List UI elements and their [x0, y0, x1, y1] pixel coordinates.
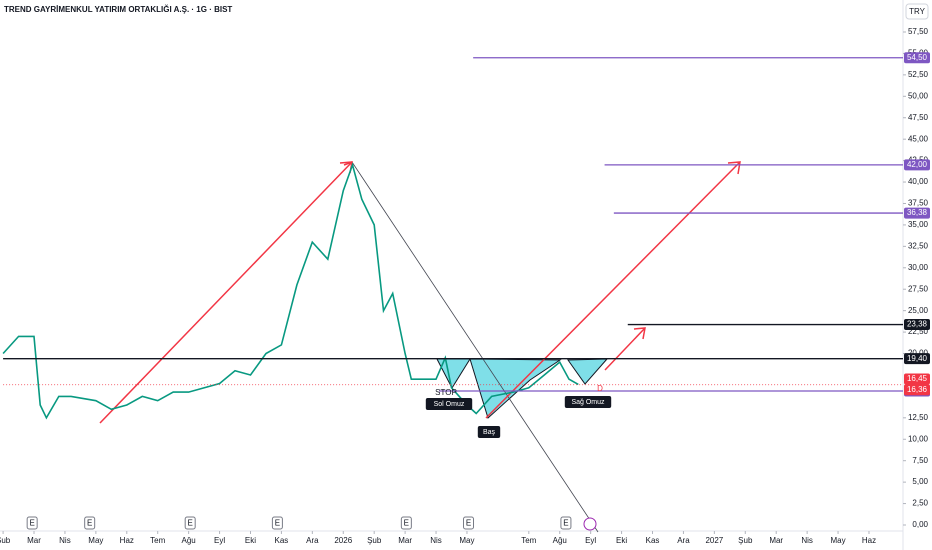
x-tick-label: Eyl — [214, 536, 225, 545]
level-label: 19,40 — [907, 354, 928, 363]
x-tick-label: Eyl — [585, 536, 596, 545]
annotation: D — [597, 384, 603, 393]
event-label: E — [404, 519, 409, 528]
x-tick-label: Tem — [521, 536, 536, 545]
level-label: 36,38 — [907, 208, 928, 217]
event-label: E — [188, 519, 193, 528]
level-label-box — [904, 353, 930, 365]
x-tick-label: Haz — [862, 536, 876, 545]
x-tick-label: May — [830, 536, 845, 545]
annotation: STOP — [435, 388, 457, 397]
x-tick-label: Mar — [398, 536, 412, 545]
x-tick-label: May — [459, 536, 474, 545]
y-tick-label: 12,50 — [908, 413, 929, 422]
event-label: E — [466, 519, 471, 528]
event-label: E — [563, 519, 568, 528]
level-label-box — [904, 319, 930, 331]
event-label: E — [275, 519, 280, 528]
event-marker — [271, 516, 283, 530]
x-tick-label: Nis — [430, 536, 442, 545]
x-tick-label: May — [88, 536, 103, 545]
event-marker — [400, 516, 412, 530]
x-tick-label: Ara — [677, 536, 690, 545]
y-tick-label: 5,00 — [912, 477, 928, 486]
event-marker — [560, 516, 572, 530]
x-tick-label: Ağu — [182, 536, 196, 545]
x-tick-label: Mar — [769, 536, 783, 545]
y-tick-label: 35,00 — [908, 220, 929, 229]
x-tick-label: Ağu — [553, 536, 567, 545]
annotation-box — [564, 396, 612, 408]
level-label-box — [904, 373, 930, 385]
level-label: 42,00 — [907, 160, 928, 169]
pattern — [99, 161, 741, 533]
level-label-box — [904, 384, 930, 396]
level-label: 16,45 — [907, 374, 928, 383]
y-tick-label: 7,50 — [912, 456, 928, 465]
y-tick-label: 0,00 — [912, 520, 928, 529]
level-label-box — [904, 52, 930, 64]
event-marker — [84, 516, 96, 530]
x-tick-label: Ara — [306, 536, 319, 545]
x-tick-label: Şub — [0, 536, 11, 545]
y-tick-label: 22,50 — [908, 327, 929, 336]
level-label: 23,38 — [907, 320, 928, 329]
x-tick-label: Şub — [738, 536, 753, 545]
annotation-box — [477, 426, 501, 438]
level-label-box — [904, 207, 930, 219]
y-tick-label: 47,50 — [908, 113, 929, 122]
x-tick-label: Kas — [646, 536, 660, 545]
x-tick-label: Mar — [27, 536, 41, 545]
x-tick-label: 2027 — [705, 536, 723, 545]
y-tick-label: 45,00 — [908, 134, 929, 143]
annotation: Sol Omuz — [434, 401, 465, 408]
y-tick-label: 27,50 — [908, 284, 929, 293]
y-tick-label: 52,50 — [908, 70, 929, 79]
x-tick-label: 2026 — [334, 536, 352, 545]
currency-button[interactable] — [905, 3, 929, 20]
chart-title: TREND GAYRİMENKUL YATIRIM ORTAKLIĞI A.Ş.… — [4, 5, 232, 14]
x-tick-label: Kas — [275, 536, 289, 545]
level-label-box — [904, 159, 930, 171]
y-tick-label: 20,00 — [908, 349, 929, 358]
y-tick-label: 30,00 — [908, 263, 929, 272]
x-tick-label: Tem — [150, 536, 165, 545]
price-line — [2, 162, 579, 420]
y-tick-label: 40,00 — [908, 177, 929, 186]
y-tick-label: 37,50 — [908, 199, 929, 208]
annotation-box — [425, 398, 473, 410]
event-marker — [463, 516, 475, 530]
currency: TRY — [909, 7, 926, 16]
x-tick-label: Nis — [801, 536, 813, 545]
y-tick-label: 2,50 — [912, 499, 928, 508]
event-marker — [26, 516, 38, 530]
y-tick-label: 10,00 — [908, 434, 929, 443]
x-tick-label: Nis — [59, 536, 71, 545]
annotation: Sağ Omuz — [571, 399, 605, 406]
x-tick-label: Şub — [367, 536, 382, 545]
x-tick-label: Eki — [245, 536, 256, 545]
event-label: E — [29, 519, 34, 528]
y-tick-label: 25,00 — [908, 306, 929, 315]
x-tick-label: Eki — [616, 536, 627, 545]
level-label: 16,36 — [907, 385, 928, 394]
y-tick-label: 50,00 — [908, 91, 929, 100]
annotation: Baş — [483, 429, 496, 436]
event-label: E — [87, 519, 92, 528]
x-tick-label: Haz — [120, 536, 134, 545]
level-label: 54,50 — [907, 53, 928, 62]
y-tick-label: 32,50 — [908, 241, 929, 250]
event-marker — [184, 516, 196, 530]
y-tick-label: 57,50 — [908, 27, 929, 36]
